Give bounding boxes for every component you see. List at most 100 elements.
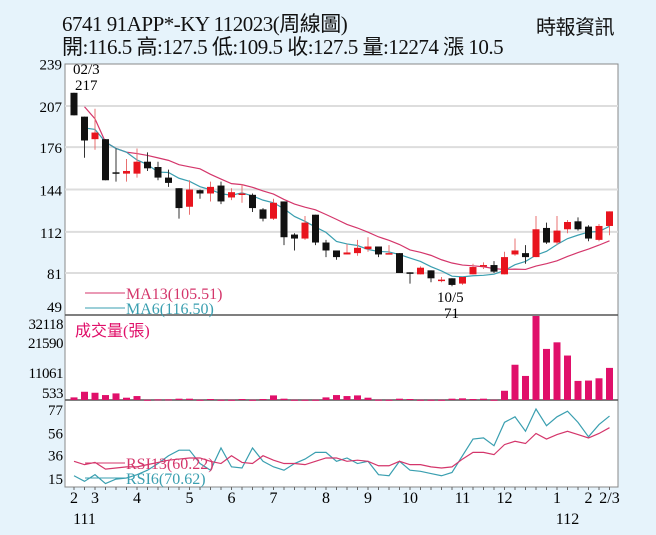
- candle-up: [469, 267, 477, 275]
- x-tick-label: 1: [553, 490, 561, 507]
- candle-down: [280, 201, 288, 238]
- x-tick-label: 12: [497, 490, 513, 507]
- x-tick-label: 5: [186, 490, 194, 507]
- volume-tick-label: 533: [42, 386, 63, 402]
- volume-bar: [301, 399, 309, 401]
- candle-up: [438, 279, 445, 282]
- volume-bar: [112, 393, 120, 400]
- x-tick-label: 8: [322, 490, 330, 507]
- candle-up: [228, 192, 235, 198]
- candle-down: [81, 116, 88, 141]
- candle-up: [595, 225, 603, 240]
- candle-up: [532, 229, 540, 258]
- volume-bar: [385, 399, 393, 401]
- volume-bar: [417, 399, 424, 401]
- volume-bar: [186, 398, 193, 400]
- x-tick-label: 7: [270, 490, 278, 507]
- volume-bar: [469, 399, 477, 401]
- high-date-annotation: 02/3: [73, 62, 100, 78]
- price-tick-label: 176: [40, 141, 63, 157]
- candle-down: [427, 270, 435, 279]
- rsi13-line: [73, 427, 610, 470]
- volume-bar: [259, 399, 267, 401]
- volume-bar: [196, 399, 204, 401]
- candle-down: [259, 209, 267, 219]
- price-tick-label: 207: [40, 100, 63, 116]
- volume-bar: [564, 355, 571, 400]
- volume-title: 成交量(張): [75, 322, 150, 340]
- volume-bar: [249, 399, 256, 401]
- x-tick-label: 3: [91, 490, 99, 507]
- volume-bar: [543, 348, 550, 400]
- volume-bar: [606, 367, 613, 400]
- x-tick-label: 11: [455, 490, 470, 507]
- candle-down: [406, 272, 414, 274]
- volume-bar: [144, 399, 151, 401]
- x-tick-label: 2: [70, 490, 78, 507]
- rsi-tick-label: 36: [48, 449, 64, 465]
- year-label: 112: [556, 511, 579, 528]
- volume-bar: [291, 399, 298, 401]
- rsi-tick-label: 77: [48, 403, 64, 419]
- candle-up: [501, 257, 508, 275]
- candle-down: [490, 265, 498, 272]
- candle-down: [291, 234, 298, 239]
- candle-up: [553, 230, 561, 243]
- volume-bar: [438, 399, 445, 401]
- volume-bar: [427, 399, 435, 401]
- plot-area: [64, 63, 619, 488]
- volume-bar: [480, 398, 487, 400]
- volume-bar: [354, 395, 361, 400]
- candle-up: [459, 276, 466, 284]
- volume-bar: [574, 380, 582, 400]
- volume-bar: [133, 396, 141, 400]
- ohlc-stats: 開:116.5 高:127.5 低:109.5 收:127.5 量:12274 …: [62, 35, 504, 59]
- candle-down: [102, 139, 109, 181]
- volume-tick-label: 11061: [29, 366, 63, 382]
- volume-bar: [333, 395, 340, 400]
- candle-up: [123, 170, 130, 174]
- brand-logo-text: 時報資訊: [536, 17, 615, 39]
- candle-down: [543, 227, 550, 243]
- candle-down: [574, 221, 582, 230]
- volume-bar: [364, 397, 372, 400]
- volume-bar: [81, 391, 88, 400]
- candle-down: [175, 188, 183, 209]
- candle-down: [112, 172, 120, 174]
- ma13-legend: MA13(105.51): [126, 286, 222, 303]
- candle-up: [270, 202, 277, 219]
- x-tick-label: 6: [228, 490, 236, 507]
- volume-bar: [102, 395, 109, 400]
- volume-bar: [270, 395, 277, 400]
- volume-bar: [595, 378, 603, 400]
- candle-down: [196, 190, 204, 194]
- volume-tick-label: 32118: [29, 317, 63, 333]
- candle-up: [343, 252, 351, 255]
- candle-down: [322, 242, 330, 251]
- candle-down: [448, 278, 456, 285]
- candle-up: [480, 265, 487, 267]
- x-tick-label: 10: [402, 490, 418, 507]
- candle-up: [186, 189, 193, 207]
- candle-up: [606, 211, 613, 226]
- candle-down: [312, 214, 319, 243]
- volume-bar: [70, 397, 78, 400]
- candle-down: [375, 246, 382, 255]
- candle-up: [564, 221, 571, 230]
- volume-bar: [553, 342, 561, 400]
- candle-down: [217, 185, 225, 202]
- x-tick-label: 9: [364, 490, 372, 507]
- rsi-tick-label: 15: [48, 472, 63, 488]
- candle-down: [154, 167, 162, 178]
- candle-down: [70, 92, 78, 116]
- price-tick-label: 239: [40, 58, 63, 74]
- volume-bar: [217, 399, 225, 401]
- year-label: 111: [73, 511, 96, 528]
- volume-bar: [375, 399, 382, 401]
- candle-up: [133, 161, 141, 174]
- candle-down: [333, 250, 340, 258]
- volume-bar: [511, 364, 519, 400]
- volume-bar: [165, 399, 172, 401]
- volume-bar: [312, 399, 319, 401]
